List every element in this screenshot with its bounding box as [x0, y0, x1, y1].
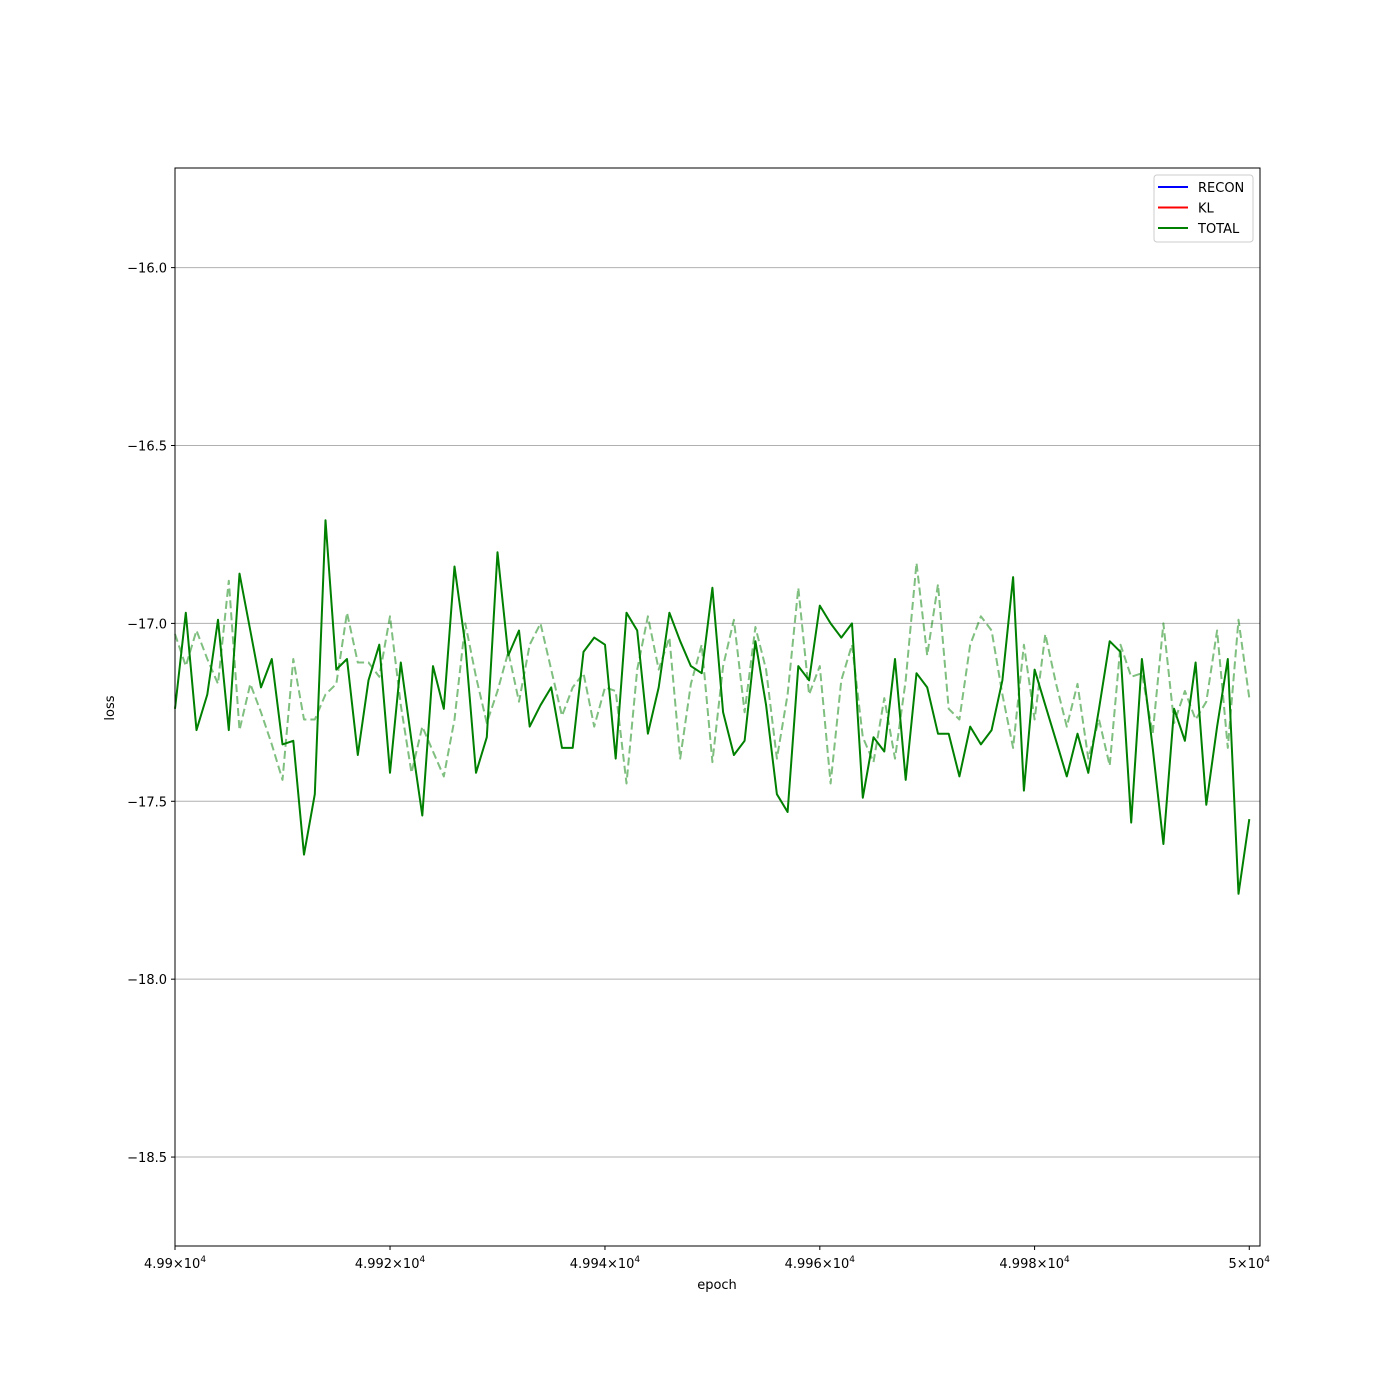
legend-box	[1153, 174, 1254, 243]
y-axis-ticks: −16.0 −16.5 −17.0 −17.5 −18.0 −18.5	[127, 262, 175, 1166]
series-lines	[174, 519, 1251, 895]
legend-label: RECON	[1198, 181, 1244, 196]
x-axis-label: epoch	[697, 1278, 737, 1293]
legend: RECON KL TOTAL	[1153, 174, 1254, 243]
y-tick-label: −18.0	[127, 973, 167, 988]
y-tick-label: −16.5	[127, 440, 167, 455]
legend-label: KL	[1198, 202, 1215, 217]
x-tick-label: 4.996×104	[785, 1255, 856, 1272]
x-tick-label: 5×104	[1229, 1255, 1271, 1272]
x-axis-ticks: 4.99×104 4.992×104 4.994×104 4.996×104 4.998…	[144, 1246, 1270, 1272]
legend-label: TOTAL	[1197, 222, 1240, 237]
series-line-total	[174, 519, 1251, 895]
y-axis-label: loss	[103, 695, 118, 720]
series-line-dashed	[174, 561, 1251, 785]
y-tick-label: −17.5	[127, 795, 167, 810]
x-tick-label: 4.992×104	[355, 1255, 426, 1272]
plot-frame	[174, 167, 1261, 1247]
y-tick-label: −18.5	[127, 1151, 167, 1166]
y-tick-label: −16.0	[127, 262, 167, 277]
x-tick-label: 4.994×104	[570, 1255, 641, 1272]
y-gridlines	[175, 267, 1260, 1158]
x-tick-label: 4.998×104	[999, 1255, 1070, 1272]
x-tick-label: 4.99×104	[144, 1255, 206, 1272]
y-tick-label: −17.0	[127, 617, 167, 632]
